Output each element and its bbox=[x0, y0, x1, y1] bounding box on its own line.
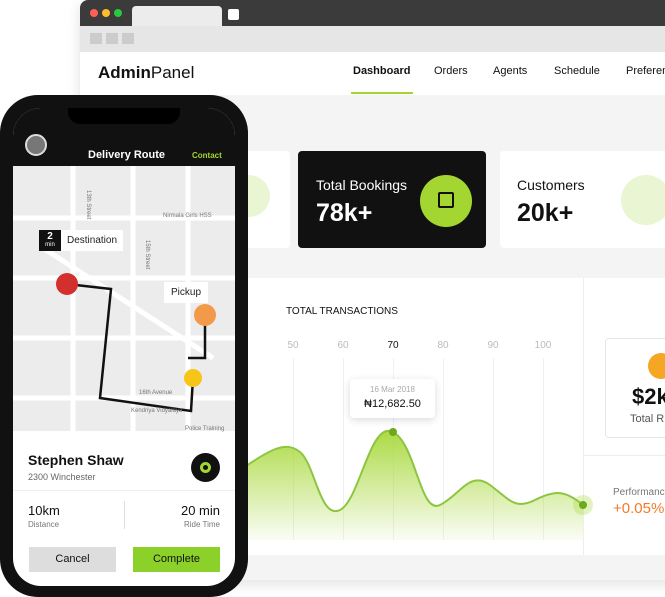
x-grid-line bbox=[543, 358, 544, 540]
trip-divider-top bbox=[13, 490, 235, 491]
pickup-pin bbox=[194, 304, 216, 326]
nav-item[interactable]: Orders bbox=[434, 65, 468, 77]
eta-value: 2 bbox=[47, 231, 53, 242]
rider bbox=[184, 369, 202, 387]
close-dot bbox=[90, 9, 98, 17]
wave-line bbox=[239, 429, 584, 513]
box-glyph bbox=[438, 192, 454, 208]
ride-time: 20 min bbox=[180, 503, 220, 518]
x-label: 80 bbox=[437, 340, 449, 351]
nav-underline bbox=[351, 92, 413, 94]
tab bbox=[132, 6, 222, 26]
route bbox=[66, 282, 195, 413]
x-grid-line bbox=[443, 358, 444, 540]
distance: 10km bbox=[28, 503, 60, 518]
customers-label: Customers bbox=[517, 177, 585, 193]
nav-item[interactable]: Preferenc bbox=[626, 65, 665, 77]
nav-item[interactable]: Schedule bbox=[554, 65, 600, 77]
brand-bold: Admin bbox=[98, 63, 151, 82]
wave-fill bbox=[240, 430, 583, 540]
complete-button[interactable]: Complete bbox=[133, 547, 220, 572]
avatar bbox=[25, 134, 47, 156]
eta-unit: min bbox=[45, 242, 55, 248]
pickup-label: Pickup bbox=[164, 282, 209, 303]
tooltip: 16 Mar 2018 ₦12,682.50 bbox=[350, 379, 435, 418]
distance-label: Distance bbox=[28, 520, 60, 529]
nav-item[interactable]: Agents bbox=[493, 65, 528, 77]
x-grid-line bbox=[343, 358, 344, 540]
performance-label: Performanc bbox=[613, 487, 665, 498]
bookings-icon bbox=[420, 175, 472, 227]
pickup-route bbox=[188, 315, 207, 360]
street-label: Nirmala Girls HSS bbox=[163, 213, 212, 219]
street-label: Police Training bbox=[185, 426, 225, 432]
x-label: 70 bbox=[387, 340, 399, 351]
eta-box: 2 min bbox=[39, 230, 61, 251]
x-label: 60 bbox=[337, 340, 349, 351]
customers-value: 20k+ bbox=[517, 199, 574, 227]
wave-end bbox=[579, 501, 587, 509]
x-grid-line bbox=[493, 358, 494, 540]
destination-label: Destination bbox=[61, 230, 124, 251]
max-dot bbox=[114, 9, 122, 17]
nav: Dashboard Orders Agents Schedule Preferenc bbox=[80, 65, 665, 95]
x-label: 50 bbox=[287, 340, 299, 351]
customers-icon bbox=[621, 175, 665, 225]
screen: Delivery Route Contact 13th Street Nirmal… bbox=[13, 108, 235, 586]
x-label: 100 bbox=[534, 340, 552, 351]
destination-pin bbox=[56, 273, 78, 295]
bookings-label: Total Bookings bbox=[316, 177, 408, 193]
street-label: 13th Street bbox=[85, 190, 91, 220]
x-label: 90 bbox=[487, 340, 499, 351]
nav-item[interactable]: Dashboard bbox=[353, 65, 411, 77]
min-dot bbox=[102, 9, 110, 17]
trip-divider bbox=[124, 501, 125, 529]
tooltip-amount: ₦12,682.50 bbox=[364, 398, 421, 410]
revenue-label: Total R bbox=[630, 413, 665, 425]
map-layer bbox=[13, 166, 235, 431]
brand: AdminPanel bbox=[98, 63, 194, 83]
driver-address: 2300 Winchester bbox=[28, 472, 96, 482]
contact-link[interactable]: Contact bbox=[192, 151, 222, 160]
toolbar bbox=[80, 26, 665, 52]
phone: Delivery Route Contact 13th Street Nirmal… bbox=[0, 95, 248, 597]
divider bbox=[583, 455, 665, 456]
chart-title: TOTAL TRANSACTIONS bbox=[286, 306, 398, 317]
browser-window: AdminPanel Dashboard Orders Agents Schedule… bbox=[80, 0, 665, 580]
revenue-value: $2k bbox=[632, 384, 665, 409]
street-label: Kendriya Vidyalaya bbox=[131, 408, 183, 414]
cancel-button[interactable]: Cancel bbox=[29, 547, 116, 572]
ride-time-label: Ride Time bbox=[183, 520, 220, 529]
call-button[interactable] bbox=[191, 453, 220, 482]
new-tab bbox=[228, 9, 239, 20]
header bbox=[80, 52, 665, 95]
street-label: 16th Avenue bbox=[139, 390, 173, 396]
driver-name: Stephen Shaw bbox=[28, 452, 124, 468]
toolbar-btns bbox=[90, 33, 134, 44]
street-labels: 13th Street Nirmala Girls HSS 15th Street 1… bbox=[13, 108, 235, 438]
wave-point bbox=[389, 428, 397, 436]
brand-light: Panel bbox=[150, 63, 195, 82]
bookings-value: 78k+ bbox=[316, 199, 373, 227]
phone-glyph bbox=[200, 462, 211, 473]
revenue-icon bbox=[648, 353, 665, 379]
notch bbox=[68, 108, 180, 124]
performance-value: +0.05% bbox=[613, 500, 665, 517]
tooltip-date: 16 Mar 2018 bbox=[370, 385, 415, 394]
street-label: 15th Street bbox=[144, 240, 150, 270]
phone-title: Delivery Route bbox=[88, 149, 166, 161]
